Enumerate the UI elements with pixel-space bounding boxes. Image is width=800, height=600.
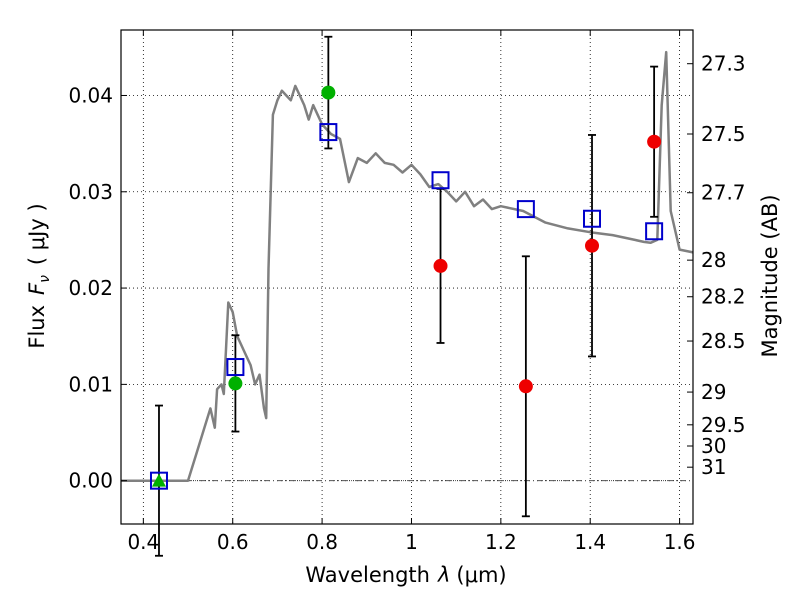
y2-tick-label: 27.3 [701, 52, 746, 76]
y2-tick-label: 30 [701, 434, 726, 458]
hst_nir-point [647, 134, 662, 149]
x-tick-label: 1.6 [664, 530, 696, 554]
y2-tick-label: 31 [701, 455, 726, 479]
y2-axis-label: Magnitude (AB) [758, 194, 782, 357]
hst_nir-point [433, 258, 448, 273]
hst_nir-point [585, 238, 600, 253]
y2-tick-label: 28 [701, 248, 726, 272]
marker-layer [149, 85, 664, 490]
plot-frame [120, 29, 694, 525]
model-square-marker [431, 171, 450, 190]
y2-tick-label: 28.2 [701, 285, 746, 309]
x-tick-label: 1 [405, 530, 418, 554]
y2-tick-label: 29 [701, 380, 726, 404]
x-axis-ticks: 0.4 0.6 0.8 1 1.2 1.4 1.6 [127, 30, 696, 554]
y-tick-label: 0.02 [68, 276, 113, 300]
x-tick-label: 0.4 [127, 530, 159, 554]
model-square-marker [583, 209, 602, 228]
model-square-marker [149, 471, 168, 490]
y-tick-label: 0.03 [68, 180, 113, 204]
y-tick-label: 0.04 [68, 83, 113, 107]
x-tick-label: 0.6 [217, 530, 249, 554]
y-tick-label: 0.00 [68, 469, 113, 493]
spectrum-line [121, 50, 694, 482]
x-tick-label: 1.4 [574, 530, 606, 554]
hst_optical-point [228, 376, 243, 391]
y-axis-ticks: 0.00 0.01 0.02 0.03 0.04 [68, 83, 127, 493]
model-square-marker [645, 222, 664, 241]
y2-tick-label: 29.5 [701, 413, 746, 437]
y2-tick-label: 28.5 [701, 329, 746, 353]
y2-tick-label: 27.7 [701, 181, 746, 205]
spectrum-layer [121, 50, 694, 482]
hst_uv_limit-triangle [151, 473, 166, 487]
model-square-marker [516, 200, 535, 219]
model-square-marker [319, 123, 338, 142]
hst_optical-point [321, 85, 336, 100]
y-axis-label: FluxFν( μJy ) [25, 203, 53, 348]
x-axis-label: Wavelength λ (μm) [305, 563, 506, 587]
y-tick-label: 0.01 [68, 372, 113, 396]
x-tick-label: 0.8 [306, 530, 338, 554]
model-square-marker [226, 358, 245, 377]
y2-tick-label: 27.5 [701, 122, 746, 146]
hst_nir-point [518, 379, 533, 394]
x-tick-label: 1.2 [485, 530, 517, 554]
grid-lines [121, 30, 693, 524]
errorbar-layer [154, 35, 659, 557]
